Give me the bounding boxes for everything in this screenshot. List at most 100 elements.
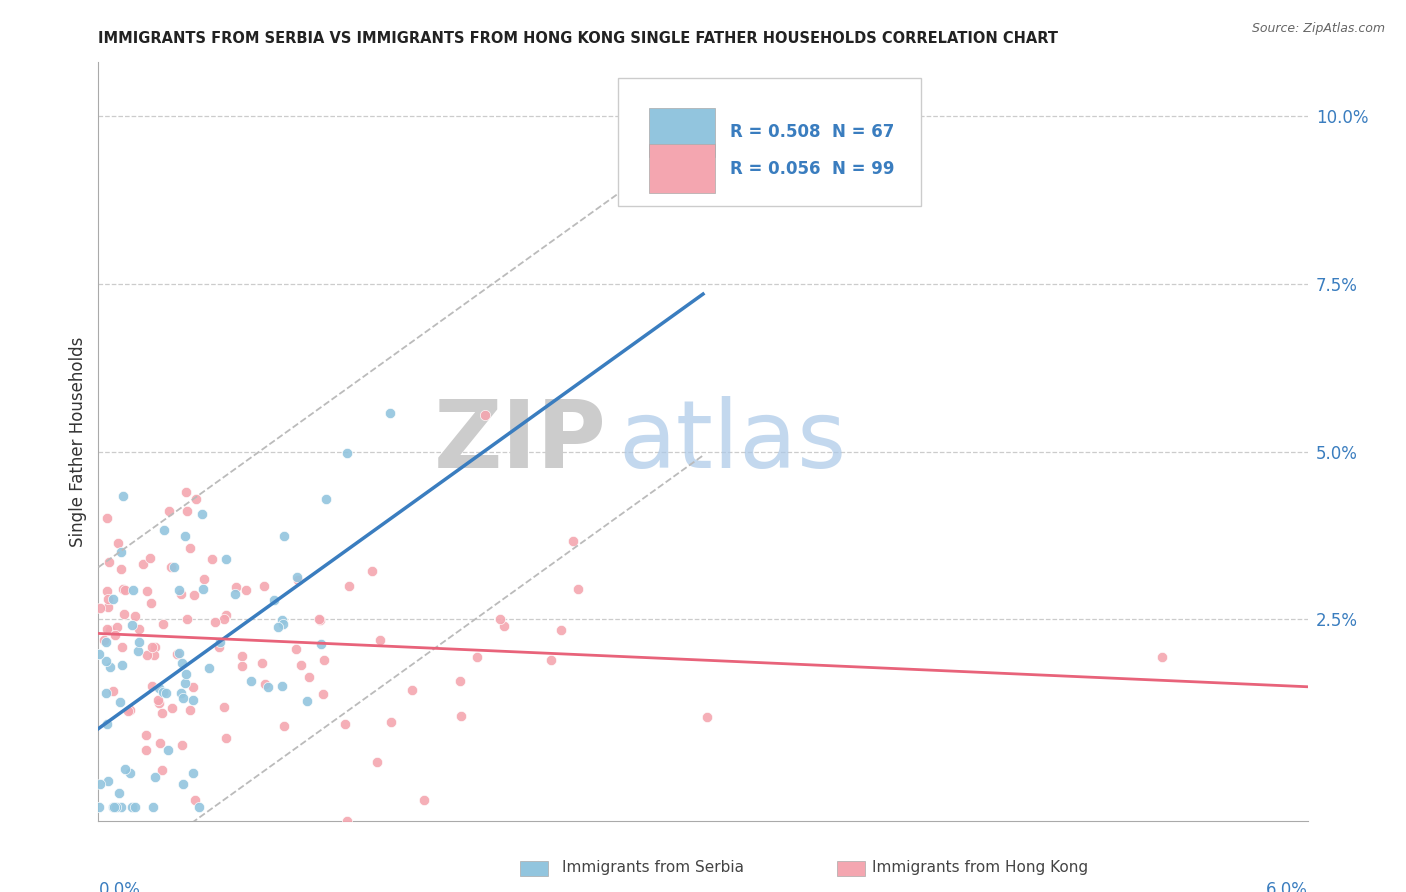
Point xyxy=(94,654,117,668)
Point xyxy=(128,635,150,649)
Point xyxy=(254,676,277,690)
Point xyxy=(267,619,290,633)
Point xyxy=(335,445,357,459)
Point xyxy=(271,616,294,631)
Point xyxy=(256,680,278,694)
Point xyxy=(336,814,359,828)
Point xyxy=(111,658,134,673)
Point xyxy=(263,593,285,607)
Point xyxy=(273,719,295,733)
Point xyxy=(285,570,308,584)
Point xyxy=(170,656,193,670)
Text: atlas: atlas xyxy=(619,395,846,488)
Point xyxy=(114,762,136,776)
Point xyxy=(239,673,262,688)
Point xyxy=(333,716,356,731)
Point xyxy=(270,613,292,627)
Point xyxy=(366,756,388,770)
Point xyxy=(101,800,124,814)
Point xyxy=(117,704,139,718)
Point xyxy=(308,612,330,626)
Point xyxy=(98,555,121,569)
Point xyxy=(492,618,515,632)
Point xyxy=(170,686,193,700)
Point xyxy=(160,701,183,715)
Point xyxy=(181,680,204,694)
Point xyxy=(176,612,198,626)
Point xyxy=(270,679,292,693)
Point xyxy=(97,592,120,607)
Point xyxy=(96,583,118,598)
Point xyxy=(561,533,583,548)
Point xyxy=(97,599,120,614)
Point xyxy=(190,507,212,521)
Point xyxy=(150,706,173,720)
Point xyxy=(208,640,231,655)
Point xyxy=(110,800,132,814)
Text: 0.0%: 0.0% xyxy=(98,881,141,892)
Point xyxy=(121,800,143,814)
Point xyxy=(174,676,197,690)
Point xyxy=(152,617,174,632)
FancyBboxPatch shape xyxy=(648,144,716,193)
Point xyxy=(337,579,360,593)
Point xyxy=(201,552,224,566)
Point xyxy=(450,708,472,723)
Text: R = 0.508  N = 67: R = 0.508 N = 67 xyxy=(730,123,894,141)
Point xyxy=(112,607,135,621)
Point xyxy=(309,636,332,650)
Point xyxy=(110,695,132,709)
Point xyxy=(215,731,238,746)
Point xyxy=(184,793,207,807)
Text: 6.0%: 6.0% xyxy=(1265,881,1308,892)
Point xyxy=(368,633,391,648)
Point xyxy=(124,608,146,623)
Point xyxy=(183,588,205,602)
Point xyxy=(124,800,146,814)
Point xyxy=(148,697,170,711)
Point xyxy=(360,564,382,578)
Point xyxy=(96,717,118,731)
Point xyxy=(290,658,312,673)
Point xyxy=(98,623,121,637)
Point xyxy=(252,656,274,670)
Point xyxy=(170,738,193,752)
Point xyxy=(287,573,309,587)
Text: Immigrants from Serbia: Immigrants from Serbia xyxy=(562,860,744,874)
Point xyxy=(172,777,194,791)
Point xyxy=(184,491,207,506)
Point xyxy=(146,693,169,707)
Point xyxy=(96,511,118,525)
Point xyxy=(173,691,195,706)
Text: IMMIGRANTS FROM SERBIA VS IMMIGRANTS FROM HONG KONG SINGLE FATHER HOUSEHOLDS COR: IMMIGRANTS FROM SERBIA VS IMMIGRANTS FRO… xyxy=(98,31,1059,46)
Point xyxy=(235,582,257,597)
Point xyxy=(167,646,190,660)
Point xyxy=(149,736,172,750)
Point xyxy=(128,622,150,636)
Point xyxy=(311,687,333,701)
Text: Immigrants from Hong Kong: Immigrants from Hong Kong xyxy=(872,860,1088,874)
Point xyxy=(214,607,236,622)
Point xyxy=(176,485,198,500)
Point xyxy=(143,771,166,785)
Point xyxy=(253,579,276,593)
Point xyxy=(157,504,180,518)
Point xyxy=(135,584,157,599)
Point xyxy=(101,591,124,606)
Point xyxy=(110,545,132,559)
Point xyxy=(295,694,318,708)
Point xyxy=(449,673,471,688)
Point xyxy=(89,647,111,661)
Point xyxy=(474,408,496,422)
Point xyxy=(135,728,157,742)
Point xyxy=(166,647,188,661)
Point xyxy=(174,667,197,681)
Point xyxy=(550,624,572,638)
Point xyxy=(179,541,201,555)
Point xyxy=(179,703,201,717)
Point xyxy=(87,800,110,814)
Point xyxy=(143,648,166,662)
Point xyxy=(104,800,127,814)
Text: R = 0.056  N = 99: R = 0.056 N = 99 xyxy=(730,160,894,178)
Point xyxy=(152,685,174,699)
